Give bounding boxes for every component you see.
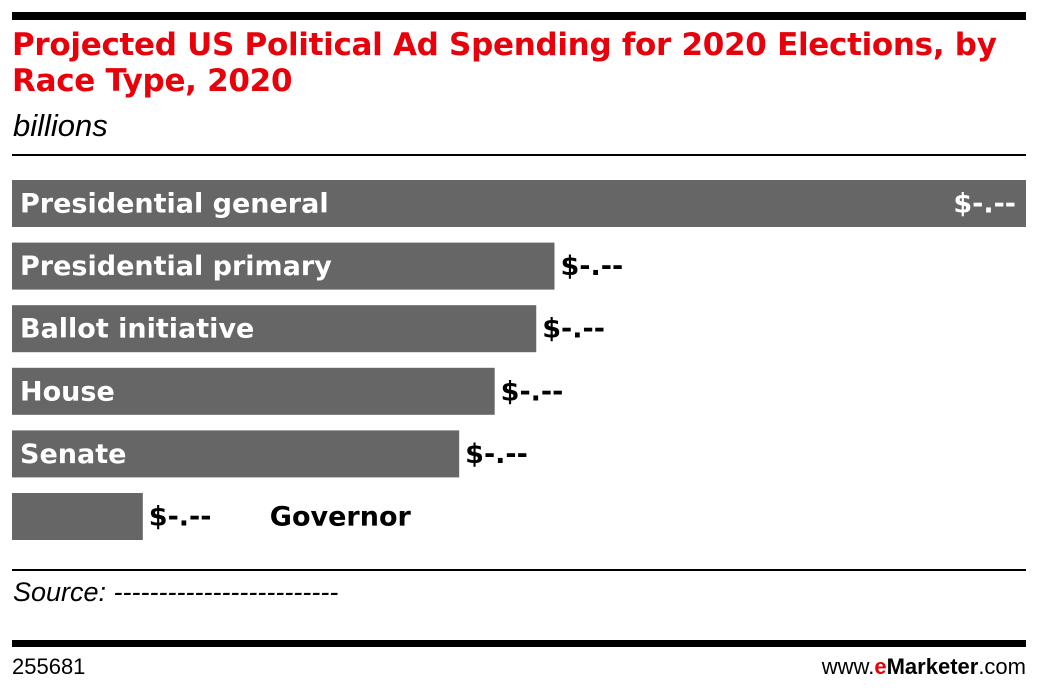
category-label: Ballot initiative [20,314,254,345]
chart-id: 255681 [12,654,86,679]
brand-name: Marketer [886,654,979,679]
value-label: $-.-- [953,189,1016,220]
value-label: $-.-- [149,502,212,533]
brand-prefix: www. [821,654,875,679]
value-label: $-.-- [542,314,605,345]
source-note: Source: ------------------------- [13,577,339,607]
bar-house [12,367,495,415]
category-label: Presidential primary [20,251,332,282]
category-label: House [20,376,115,407]
category-label: Presidential general [20,189,329,220]
chart-title: Projected US Political Ad Spending for 2… [12,27,997,99]
value-label: $-.-- [465,439,528,470]
value-label: $-.-- [501,376,564,407]
brand-e: e [874,654,887,679]
bottom-rule [12,640,1026,647]
bar-senate [12,430,460,478]
bar-chart: Presidential general $-.-- Presidential pr… [12,180,1026,540]
brand-link[interactable]: www.eMarketer.com [822,653,1026,681]
bar-ballot-initiative [12,305,537,353]
bar-presidential-primary [12,242,555,290]
category-label: Governor [270,502,412,533]
top-rule [12,12,1026,20]
brand-suffix: .com [978,654,1026,679]
category-label: Senate [20,439,126,470]
bar-governor [12,493,143,540]
value-label: $-.-- [560,251,623,282]
footer-divider [12,569,1026,571]
bar-presidential-general [12,180,1026,227]
header-divider [12,154,1026,156]
chart-subtitle: billions [13,108,108,143]
